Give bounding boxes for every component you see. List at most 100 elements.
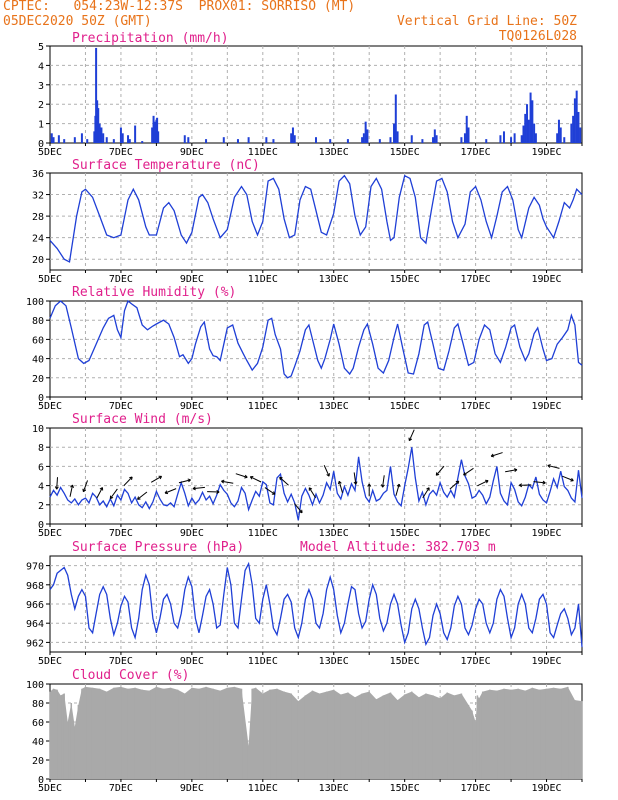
wind-ytick-label: 6 — [38, 462, 44, 473]
wind-xtick-label: 17DEC — [461, 528, 491, 539]
precip-bar — [557, 119, 560, 143]
rh-xtick-label: 15DEC — [390, 401, 420, 412]
cloud-xtick-label: 5DEC — [38, 783, 62, 794]
precip-bar — [435, 135, 438, 143]
precip-bar — [97, 108, 100, 143]
precip-bar — [98, 123, 101, 143]
wind-direction-arrow — [250, 476, 262, 483]
temp-xtick-label: 5DEC — [38, 274, 62, 285]
precip-bar — [502, 131, 505, 143]
wind-direction-arrow — [82, 480, 88, 492]
precip-ytick-label: 3 — [38, 81, 44, 92]
cloud-ytick-label: 40 — [32, 737, 44, 748]
precip-bar — [533, 123, 536, 143]
precip-bar — [513, 133, 516, 143]
precip-bar — [141, 141, 144, 143]
precip-bar — [86, 139, 89, 143]
wind-direction-arrow — [264, 487, 276, 495]
wind-arrow-head — [435, 472, 440, 476]
precip-xtick-label: 5DEC — [38, 147, 62, 158]
wind-arrow-head — [518, 483, 523, 488]
wind-ytick-label: 0 — [38, 520, 44, 531]
wind-xtick-label: 19DEC — [531, 528, 561, 539]
cloud-cover-bar — [240, 688, 243, 779]
cloud-cover-bar — [49, 691, 51, 779]
precip-bar — [152, 115, 155, 143]
wind-arrow-head — [216, 489, 220, 494]
cloud-cover-fill — [50, 686, 582, 779]
cloud-ytick-label: 60 — [32, 718, 44, 729]
cloud-cover-bar — [247, 745, 250, 779]
cloud-cover-bar — [332, 689, 335, 779]
wind-title: Surface Wind (m/s) — [72, 412, 213, 427]
temp-title: Surface Temperature (nC) — [72, 158, 260, 173]
wind-arrow-head — [490, 453, 495, 458]
cloud-cover-bar — [251, 688, 253, 779]
cloud-xtick-label: 9DEC — [180, 783, 204, 794]
precip-bar — [346, 139, 349, 143]
cloud-cover-bar — [581, 701, 583, 779]
wind-direction-arrow — [533, 481, 546, 484]
precip-bar — [63, 139, 66, 143]
cloud-panel: 0 20 40 60 80 100 5DEC 7DEC 9DEC 11DEC 13DEC 15DEC 1… — [26, 668, 583, 794]
cloud-cover-bar — [141, 689, 143, 779]
precip-bar — [362, 133, 365, 143]
temp-xtick-label: 13DEC — [319, 274, 349, 285]
wind-arrow-head — [158, 475, 163, 480]
cloud-cover-bar — [184, 693, 186, 779]
cloud-cover-bar — [574, 700, 576, 779]
cloud-xtick-label: 7DEC — [109, 783, 133, 794]
cloud-cover-bar — [191, 687, 193, 779]
wind-direction-arrow — [69, 484, 74, 497]
wind-direction-arrow — [449, 480, 460, 490]
pressure-series-line — [49, 561, 583, 648]
precip-bar — [105, 137, 108, 143]
cloud-cover-bar — [347, 692, 349, 779]
wind-frame — [49, 427, 583, 525]
precip-bar — [73, 137, 76, 143]
cloud-cover-bar — [318, 693, 321, 779]
cloud-cover-bar — [389, 692, 392, 779]
cloud-cover-bar — [368, 691, 370, 779]
temp-xtick-label: 17DEC — [461, 274, 491, 285]
temp-ytick-label: 28 — [32, 212, 44, 223]
rh-ytick-label: 60 — [32, 335, 44, 346]
wind-arrow-head — [70, 484, 74, 489]
wind-direction-arrow — [235, 473, 248, 478]
wind-arrow-head — [129, 476, 133, 480]
cloud-cover-bar — [474, 722, 477, 779]
precip-bar — [205, 139, 208, 143]
temp-ytick-label: 32 — [32, 191, 44, 202]
wind-arrow-head — [542, 480, 546, 485]
cloud-cover-bar — [460, 693, 463, 779]
wind-ytick-label: 10 — [32, 424, 44, 435]
precip-bar — [127, 135, 130, 143]
wind-arrow-head — [367, 483, 372, 487]
cloud-cover-bar — [361, 693, 363, 779]
cloud-cover-bar — [446, 692, 448, 779]
cloud-cover-bar — [396, 700, 399, 779]
precip-bar — [524, 113, 527, 143]
rh-title: Relative Humidity (%) — [72, 285, 236, 300]
cloud-ytick-label: 100 — [26, 680, 44, 691]
cloud-cover-bar — [297, 701, 300, 779]
pressure-xtick-label: 15DEC — [390, 656, 420, 667]
cloud-cover-bar — [545, 688, 548, 779]
cloud-cover-bar — [559, 688, 562, 779]
cloud-cover-bar — [503, 688, 505, 779]
cloud-cover-bar — [567, 686, 569, 779]
wind-direction-arrow — [408, 429, 415, 441]
wind-direction-arrow — [96, 487, 103, 499]
rh-xtick-label: 5DEC — [38, 401, 62, 412]
precip-bar — [577, 111, 580, 143]
cloud-cover-bar — [478, 698, 480, 779]
wind-direction-arrow — [395, 484, 400, 496]
precip-bar — [119, 127, 122, 143]
cloud-cover-bar — [453, 695, 456, 779]
temp-ytick-label: 24 — [32, 234, 44, 245]
wind-series-line — [49, 447, 583, 521]
precip-panel: 0 1 2 3 4 5 5DEC 7DEC 9DEC 11DEC 13DEC 15DEC 17DEC 19… — [38, 31, 583, 158]
wind-direction-arrow — [308, 487, 317, 499]
rh-panel: 0 20 40 60 80 100 5DEC 7DEC 9DEC 11DEC 13DEC 15DEC 1… — [26, 285, 583, 412]
precip-bar — [531, 100, 534, 143]
